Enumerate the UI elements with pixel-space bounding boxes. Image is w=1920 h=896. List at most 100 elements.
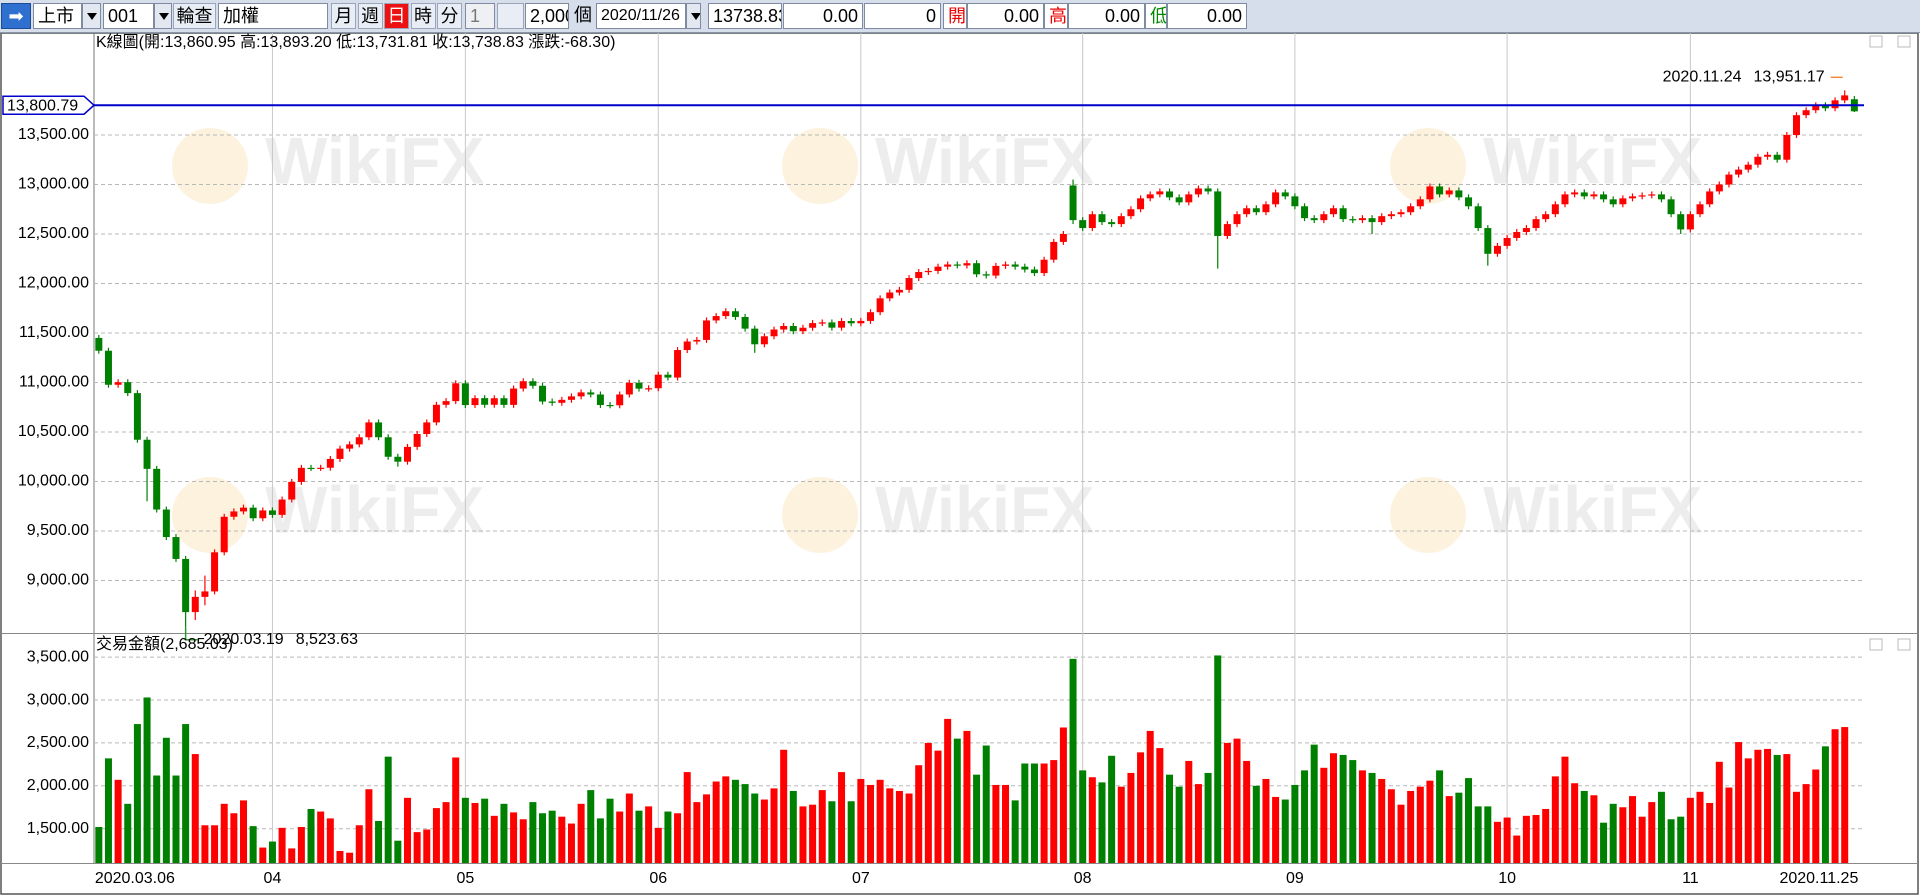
code-field[interactable]: 001 bbox=[103, 3, 154, 29]
candle-body bbox=[1474, 206, 1482, 229]
candle-body bbox=[1484, 228, 1492, 254]
volume-bar bbox=[1030, 763, 1038, 863]
volume-bar bbox=[1137, 752, 1145, 863]
y-tick-label: 11,000.00 bbox=[19, 374, 89, 391]
candle-body bbox=[1387, 214, 1395, 217]
candle-body bbox=[481, 398, 489, 405]
candle-body bbox=[982, 274, 990, 276]
candle-body bbox=[423, 422, 431, 434]
candle-body bbox=[866, 312, 874, 321]
candle-body bbox=[1455, 190, 1463, 198]
volume-bar bbox=[1792, 791, 1800, 863]
candle-body bbox=[645, 388, 653, 390]
go-button[interactable]: ➡ bbox=[1, 3, 31, 29]
volume-bar bbox=[1069, 658, 1077, 863]
candle-body bbox=[712, 316, 720, 321]
volume-bar bbox=[1571, 783, 1579, 863]
period-button[interactable]: 時 bbox=[410, 3, 436, 29]
candle-body bbox=[1117, 216, 1125, 225]
volume-field: 0 bbox=[864, 3, 941, 29]
candle-body bbox=[1291, 196, 1299, 207]
candle-body bbox=[924, 270, 932, 273]
x-tick-label: 2020.03.06 bbox=[95, 870, 175, 887]
count-spin[interactable] bbox=[497, 3, 524, 29]
period-button[interactable]: 週 bbox=[357, 3, 383, 29]
volume-bar bbox=[1185, 760, 1193, 863]
candle-body bbox=[886, 292, 894, 299]
volume-bar bbox=[220, 803, 228, 863]
period-button[interactable]: 分 bbox=[437, 3, 462, 29]
candle-body bbox=[1262, 204, 1270, 213]
market-dropdown[interactable] bbox=[82, 3, 101, 29]
x-tick-label: 11 bbox=[1682, 870, 1699, 887]
period-button[interactable]: 日 bbox=[384, 3, 409, 29]
candle-body bbox=[268, 510, 276, 515]
candle-body bbox=[606, 404, 614, 407]
date-field[interactable]: 2020/11/26 bbox=[596, 3, 686, 29]
volume-bar bbox=[1619, 807, 1627, 863]
volume-bar bbox=[973, 774, 981, 863]
y-tick-label: 10,000.00 bbox=[18, 473, 89, 490]
rotate-button[interactable]: 輪查 bbox=[173, 3, 216, 29]
volume-bar bbox=[519, 819, 527, 863]
volume-bar bbox=[1677, 816, 1685, 863]
candle-body bbox=[114, 382, 122, 385]
candle-body bbox=[384, 437, 392, 457]
panel-icon[interactable] bbox=[1869, 638, 1883, 651]
volume-bar bbox=[1513, 835, 1521, 863]
candle-body bbox=[1185, 194, 1193, 203]
panel-icon[interactable] bbox=[1897, 638, 1911, 651]
volume-bar bbox=[982, 745, 990, 863]
market-field[interactable]: 上市 bbox=[33, 3, 82, 29]
candle-body bbox=[104, 350, 112, 385]
volume-bar bbox=[124, 803, 132, 863]
volume-bar bbox=[1127, 772, 1135, 863]
volume-bar bbox=[384, 756, 392, 863]
code-dropdown[interactable] bbox=[154, 3, 172, 29]
candle-body bbox=[1166, 191, 1174, 198]
volume-bar bbox=[847, 801, 855, 863]
y-tick-label: 11,500.00 bbox=[19, 324, 89, 341]
volume-bar bbox=[1609, 803, 1617, 863]
candle-body bbox=[1629, 196, 1637, 199]
candle-body bbox=[1812, 105, 1820, 111]
volume-bar bbox=[249, 826, 257, 863]
volume-bar bbox=[1773, 754, 1781, 863]
candle-body bbox=[1175, 197, 1183, 203]
volume-bar bbox=[1002, 784, 1010, 863]
volume-bar bbox=[1088, 777, 1096, 863]
candle-body bbox=[1571, 192, 1579, 195]
volume-bar bbox=[838, 772, 846, 863]
volume-bar bbox=[355, 825, 363, 863]
count-start-field[interactable]: 1 bbox=[465, 3, 495, 29]
candle-body bbox=[442, 401, 450, 405]
x-tick-label: 2020.11.25 bbox=[1779, 870, 1858, 887]
panel-icon[interactable] bbox=[1869, 35, 1883, 48]
candle-body bbox=[1416, 199, 1424, 207]
volume-bar bbox=[191, 754, 199, 863]
candle-body bbox=[944, 264, 952, 267]
candle-body bbox=[895, 289, 903, 293]
date-dropdown[interactable] bbox=[686, 3, 701, 29]
low-annotation-value: 8,523.63 bbox=[296, 631, 358, 648]
volume-bar bbox=[452, 757, 460, 863]
x-tick-label: 08 bbox=[1074, 870, 1092, 887]
y-tick-label: 12,000.00 bbox=[18, 275, 89, 292]
volume-bar bbox=[548, 810, 556, 863]
volume-bar bbox=[886, 788, 894, 863]
count-field[interactable]: 2,000 bbox=[525, 3, 569, 29]
candle-body bbox=[1600, 194, 1608, 200]
y-tick-label: 9,500.00 bbox=[27, 522, 89, 539]
volume-bar bbox=[731, 779, 739, 863]
candle-body bbox=[95, 337, 103, 351]
candle-body bbox=[307, 467, 315, 470]
candle-body bbox=[973, 263, 981, 275]
period-button[interactable]: 月 bbox=[331, 3, 356, 29]
candle-body bbox=[1011, 264, 1019, 267]
volume-bar bbox=[1667, 819, 1675, 863]
candle-body bbox=[519, 381, 527, 389]
panel-icon[interactable] bbox=[1897, 35, 1911, 48]
volume-bar bbox=[1281, 799, 1289, 863]
candle-body bbox=[963, 263, 971, 266]
